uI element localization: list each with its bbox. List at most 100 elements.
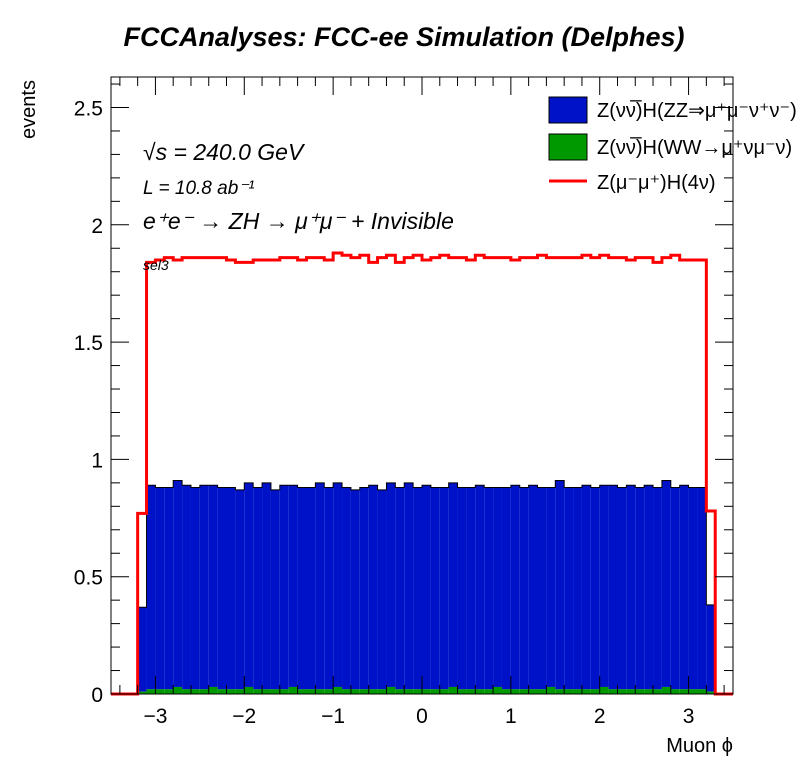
x-tick-label: −3 (143, 705, 167, 728)
bar-ww (155, 689, 165, 694)
bar-ww (644, 689, 654, 694)
bar-zz (439, 487, 449, 690)
bar-zz (608, 485, 618, 690)
bar-ww (617, 689, 627, 694)
bar-zz (359, 487, 369, 690)
bar-ww (137, 691, 147, 694)
stack-outline (137, 480, 716, 694)
bar-ww (581, 689, 591, 694)
bar-zz (350, 489, 360, 690)
bar-zz (244, 482, 254, 687)
bar-ww (510, 689, 520, 694)
y-tick-label: 2 (91, 215, 103, 238)
bar-ww (262, 689, 271, 694)
bar-ww (404, 689, 414, 694)
bar-ww (235, 689, 245, 694)
bar-ww (368, 689, 378, 694)
y-tick-label: 1.5 (74, 332, 103, 355)
bar-ww (697, 689, 707, 694)
bar-zz (501, 487, 511, 690)
legend-label-zz: Z(νν̅)H(ZZ⇒μ⁺μ⁻ν⁺ν⁻) (597, 99, 796, 122)
bar-ww (270, 689, 280, 694)
bar-ww (350, 689, 360, 694)
bar-zz (404, 482, 414, 690)
bar-ww (457, 689, 467, 694)
bar-zz (226, 487, 236, 690)
bar-ww (706, 691, 716, 694)
bar-zz (635, 487, 645, 690)
bar-ww (306, 689, 316, 694)
luminosity-label: L = 10.8 ab⁻¹ (143, 178, 255, 199)
selection-label: sel3 (143, 257, 169, 273)
axes: −3 −2 −1 0 1 2 3 0 0.5 1 1.5 2 2.5 (74, 76, 734, 728)
bar-ww (670, 689, 680, 694)
bar-zz (626, 485, 636, 690)
bar-ww (422, 689, 431, 694)
bar-ww (501, 689, 511, 694)
bar-zz (262, 482, 271, 690)
bar-ww (226, 689, 236, 694)
bar-ww (413, 689, 422, 694)
bar-ww (466, 689, 476, 694)
bar-zz (670, 487, 680, 690)
bar-ww (493, 686, 502, 694)
bar-ww (182, 689, 191, 694)
process-label: e⁺e⁻ → ZH → μ⁺μ⁻ + Invisible (143, 208, 454, 234)
bar-zz (297, 487, 307, 690)
bar-ww (190, 689, 200, 694)
x-tick-label: 2 (594, 705, 606, 728)
x-tick-label: −2 (232, 705, 256, 728)
bar-zz (528, 485, 538, 690)
bar-zz (519, 487, 529, 690)
bar-zz (653, 487, 662, 690)
bar-ww (546, 686, 556, 694)
bar-ww (359, 689, 369, 694)
series-line-signal (111, 251, 733, 696)
bar-zz (342, 487, 351, 690)
bar-ww (608, 689, 618, 694)
bar-zz (368, 485, 378, 690)
bar-ww (173, 686, 183, 694)
bar-ww (661, 686, 671, 694)
bar-zz (537, 487, 547, 690)
bar-ww (333, 686, 343, 694)
bar-ww (528, 689, 538, 694)
bar-ww (635, 689, 645, 694)
x-tick-label: −1 (321, 705, 345, 728)
bar-ww (279, 689, 289, 694)
bar-ww (146, 689, 156, 694)
bar-ww (519, 689, 529, 694)
bar-zz (288, 485, 298, 687)
bar-ww (315, 689, 325, 694)
bar-ww (475, 689, 485, 694)
bar-zz (146, 485, 156, 690)
legend: Z(νν̅)H(ZZ⇒μ⁺μ⁻ν⁺ν⁻) Z(νν̅)H(WW→μ⁺νμ⁻ν) Z(… (548, 96, 796, 194)
bar-ww (377, 689, 387, 694)
bar-ww (386, 686, 396, 694)
bar-zz (546, 487, 556, 687)
bar-zz (599, 485, 609, 687)
bar-ww (564, 689, 574, 694)
bar-ww (244, 686, 254, 694)
bar-ww (599, 686, 609, 694)
bar-zz (430, 487, 440, 690)
bar-ww (288, 686, 298, 694)
bar-zz (466, 487, 476, 690)
bar-ww (199, 689, 209, 694)
bar-zz (324, 487, 334, 690)
annotations: √s = 240.0 GeV L = 10.8 ab⁻¹ e⁺e⁻ → ZH →… (143, 139, 454, 273)
legend-label-signal: Z(μ⁻μ⁺)H(4ν) (597, 172, 716, 194)
bar-zz (661, 480, 671, 687)
bar-zz (190, 487, 200, 690)
bar-ww (439, 689, 449, 694)
bar-zz (413, 487, 422, 690)
bar-zz (208, 485, 218, 687)
bar-ww (208, 686, 218, 694)
bar-zz (235, 489, 245, 690)
bar-ww (555, 689, 565, 694)
bar-zz (484, 487, 494, 690)
bar-ww (448, 686, 458, 694)
bar-zz (510, 485, 520, 690)
bar-zz (164, 487, 174, 690)
bar-zz (333, 482, 343, 687)
